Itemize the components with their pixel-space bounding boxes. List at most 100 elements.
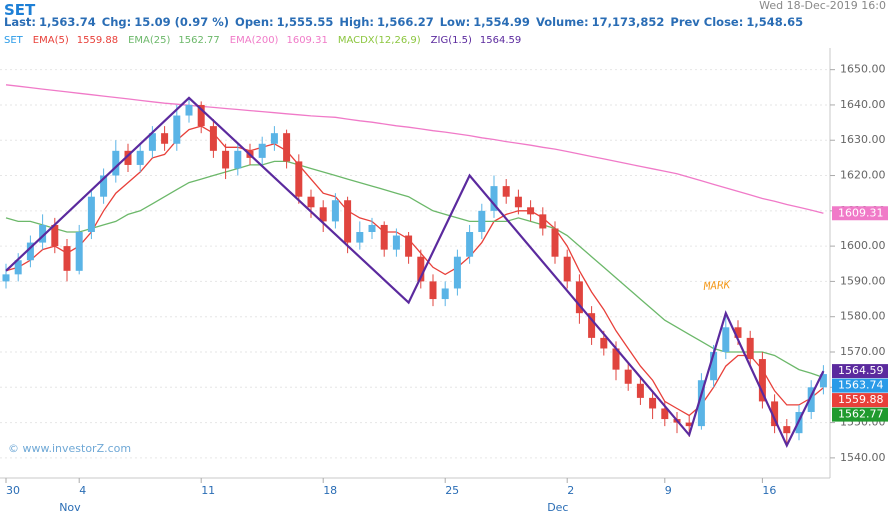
x-tick-label: 9 [665,484,672,497]
candle-body [258,143,266,158]
legend-entry: ZIG(1.5) [431,35,472,46]
candle-body [612,348,620,370]
price-tag [832,407,888,422]
candle-body [441,288,449,300]
candle-body [39,224,47,243]
month-label: Nov [59,501,81,514]
candle-body [502,186,510,197]
stat-label: Open: [235,15,274,29]
y-tick-label: 1620.00 [840,169,886,182]
x-tick-label: 16 [762,484,776,497]
legend-entry: SET [4,35,24,46]
candle-body [124,150,132,165]
candle-body [136,150,144,165]
stat-value: 1,566.27 [377,15,434,29]
legend-entry: EMA(5) [33,35,69,46]
x-tick-label: 30 [6,484,20,497]
candle-body [51,224,59,247]
legend-value: 1564.59 [480,35,521,46]
legend-value: 1609.31 [286,35,327,46]
y-tick-label: 1570.00 [840,345,886,358]
stat-value: 17,173,852 [592,15,665,29]
candle-body [685,422,693,427]
grid [0,69,830,459]
price-tag [832,206,888,221]
candle-body [588,313,596,338]
candle-body [14,260,22,275]
ema-line [5,125,824,417]
legend-entry: EMA(200) [230,35,279,46]
candle-body [87,196,95,232]
stat-label: Low: [440,15,470,29]
candle-body [771,401,779,427]
candle-body [2,274,10,282]
y-tick-label: 1600.00 [840,239,886,252]
axes: 1540.001550.001560.001570.001580.001590.… [5,63,888,514]
stat-value: 15.09 (0.97 %) [134,15,229,29]
price-tag-label: 1563.74 [838,379,884,392]
candle-body [453,256,461,289]
legend-entry: EMA(25) [128,35,170,46]
y-tick-label: 1650.00 [840,63,886,76]
candle-body [26,242,34,261]
candle-body [539,214,547,229]
candle-body [807,387,815,412]
candle-body [783,426,791,434]
candle-body [490,186,498,211]
price-tag-label: 1609.31 [838,206,884,219]
candle-body [405,235,413,257]
zigzag-line [5,96,825,449]
ema-line [5,160,824,379]
candle-body [722,327,730,352]
legend: SET EMA(5) 1559.88 EMA(25) 1562.77 EMA(200) 16… [4,35,521,46]
candle-body [636,383,644,398]
candle-body [283,133,291,162]
stat-label: Chg: [102,15,131,29]
candle-body [417,256,425,282]
x-tick-label: 2 [567,484,574,497]
candle-body [746,337,754,360]
stat-label: Volume: [536,15,589,29]
y-tick-label: 1640.00 [840,98,886,111]
candle-body [270,133,278,144]
ema-line [5,84,824,214]
price-tag [832,378,888,393]
candle-body [819,374,827,388]
candle-body [392,235,400,250]
candle-body [148,133,156,151]
candle-body [234,150,242,169]
month-label: Dec [547,501,568,514]
stat-value: 1,554.99 [473,15,530,29]
candle-body [527,207,535,215]
candle-body [295,161,303,197]
candle-body [197,104,205,127]
candle-body [563,256,571,282]
price-tag-label: 1562.77 [838,408,884,421]
stats-line: Last: 1,563.74 Chg: 15.09 (0.97 %) Open: 1,55… [4,15,803,29]
stat-label: Prev Close: [670,15,743,29]
stat-value: 1,563.74 [39,15,96,29]
legend-entry: MACDX(12,26,9) [338,35,421,46]
candle-body [307,196,315,208]
candle-body [173,115,181,144]
candle-body [514,196,522,208]
stat-value: 1,548.65 [746,15,803,29]
candle-body [380,224,388,250]
x-tick-label: 18 [323,484,337,497]
candle-body [575,281,583,314]
candle-body [112,150,120,176]
candle-body [331,200,339,222]
y-tick-label: 1580.00 [840,310,886,323]
candle-body [100,175,108,197]
watermark: © www.investorZ.com [8,442,131,455]
candle-body [710,352,718,381]
price-tag [832,364,888,379]
candle-body [466,232,474,257]
candle-body [222,150,230,169]
candle-body [758,359,766,402]
chart-title: SET [4,1,36,19]
stat-value: 1,555.55 [277,15,334,29]
x-tick-label: 11 [201,484,215,497]
candle-body [734,327,742,338]
